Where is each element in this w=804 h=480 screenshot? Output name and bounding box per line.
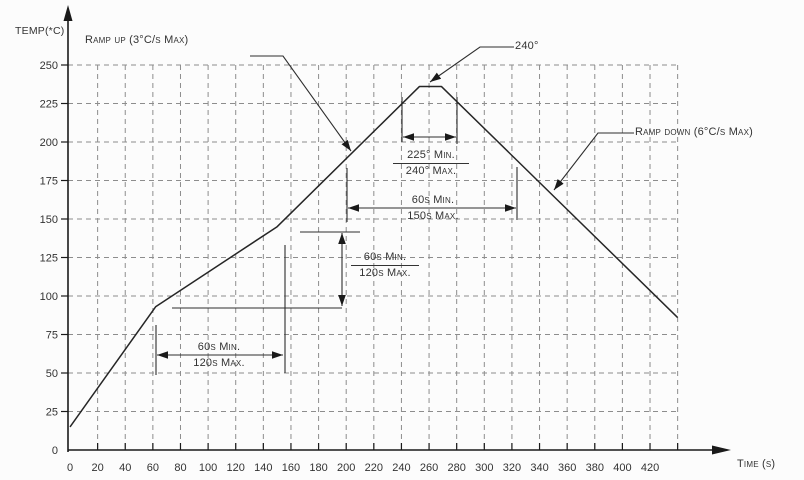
y-tick-label: 100 [40,291,58,303]
y-tick-label: 0 [52,445,58,457]
x-tick-label: 80 [174,462,186,474]
y-axis-arrow-icon [63,5,73,21]
y-tick-label: 125 [40,253,58,265]
x-tick-label: 100 [199,462,217,474]
x-tick-label: 380 [586,462,604,474]
x-tick-label: 360 [558,462,576,474]
y-tick-label: 225 [40,99,58,111]
x-axis-arrow-icon [712,445,731,455]
x-tick-label: 280 [448,462,466,474]
x-tick-label: 0 [67,462,73,474]
x-tick-label: 240 [392,462,410,474]
leader-line [429,46,514,83]
x-tick-label: 40 [119,462,131,474]
x-tick-label: 160 [282,462,300,474]
y-tick-label: 50 [46,368,58,380]
leader-line [250,55,352,152]
x-tick-label: 320 [503,462,521,474]
y-tick-label: 25 [46,407,58,419]
x-tick-label: 120 [227,462,245,474]
y-tick-label: 250 [40,60,58,72]
x-tick-label: 140 [254,462,272,474]
x-tick-label: 200 [337,462,355,474]
x-tick-label: 180 [309,462,327,474]
x-tick-label: 340 [530,462,548,474]
leader-line [553,132,634,191]
x-tick-label: 220 [365,462,383,474]
x-tick-label: 260 [420,462,438,474]
y-tick-label: 200 [40,137,58,149]
x-tick-label: 400 [613,462,631,474]
x-tick-label: 60 [147,462,159,474]
y-tick-label: 175 [40,176,58,188]
x-tick-label: 300 [475,462,493,474]
x-tick-label: 420 [641,462,659,474]
x-tick-label: 20 [91,462,103,474]
y-tick-label: 75 [46,330,58,342]
temperature-profile [69,85,679,428]
y-tick-label: 150 [40,214,58,226]
